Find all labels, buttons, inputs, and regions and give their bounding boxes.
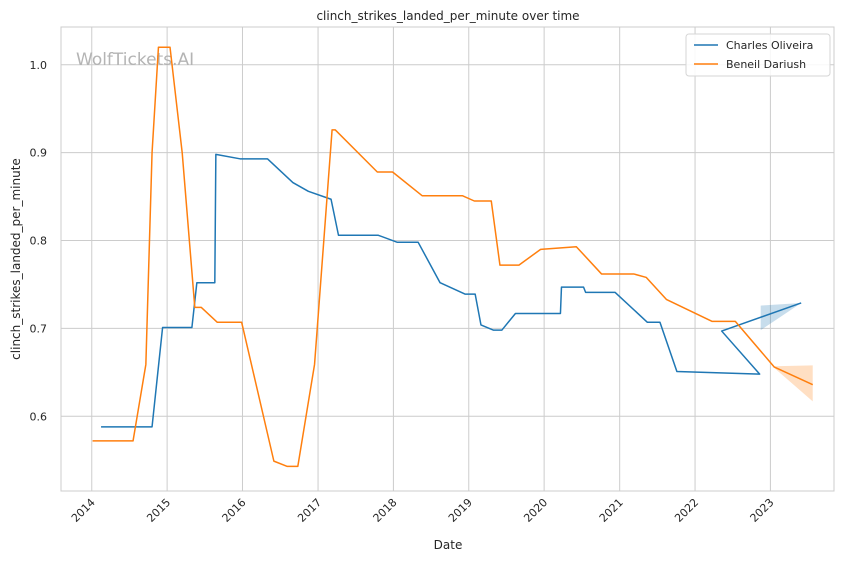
y-tick-label: 0.9 (30, 147, 48, 160)
confidence-bands (760, 302, 813, 402)
series-line (101, 153, 802, 428)
y-tick-label: 0.7 (30, 322, 48, 335)
confidence-band (774, 365, 813, 402)
legend: Charles Oliveira Beneil Dariush (685, 33, 831, 77)
grid-lines (61, 27, 834, 491)
series-line (92, 46, 814, 468)
y-tick-label: 0.8 (30, 235, 48, 248)
legend-label: Beneil Dariush (726, 58, 806, 71)
plot-area-frame (60, 26, 835, 492)
y-tick-label: 0.6 (30, 410, 48, 423)
y-axis-label: clinch_strikes_landed_per_minute (9, 158, 23, 360)
legend-box (685, 33, 831, 77)
watermark-text: WolfTickets.AI (76, 50, 194, 70)
y-tick-label: 1.0 (30, 59, 48, 72)
chart-title: clinch_strikes_landed_per_minute over ti… (316, 9, 579, 23)
y-axis-ticks: 0.6 0.7 0.8 0.9 1.0 (30, 59, 48, 424)
confidence-band (760, 302, 802, 331)
x-axis-label: Date (434, 538, 463, 552)
legend-label: Charles Oliveira (726, 39, 813, 52)
series-lines (92, 46, 814, 468)
